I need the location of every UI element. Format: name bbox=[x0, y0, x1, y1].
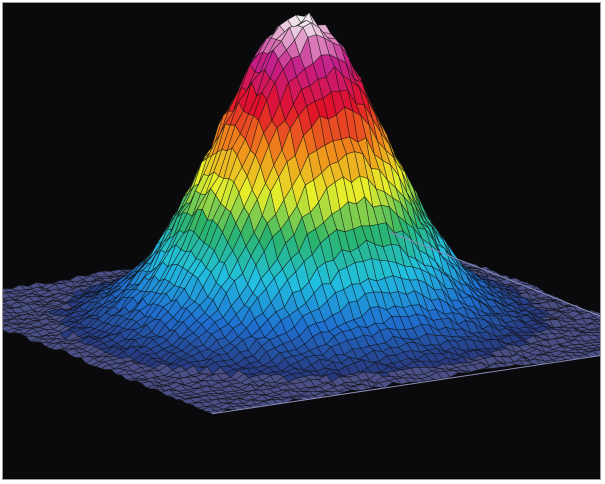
surface-plot-svg bbox=[3, 11, 601, 415]
surface-mesh bbox=[3, 11, 601, 415]
base-plane-edge bbox=[211, 231, 600, 415]
surface-cell bbox=[600, 324, 601, 326]
surface-plot-figure bbox=[2, 2, 601, 480]
